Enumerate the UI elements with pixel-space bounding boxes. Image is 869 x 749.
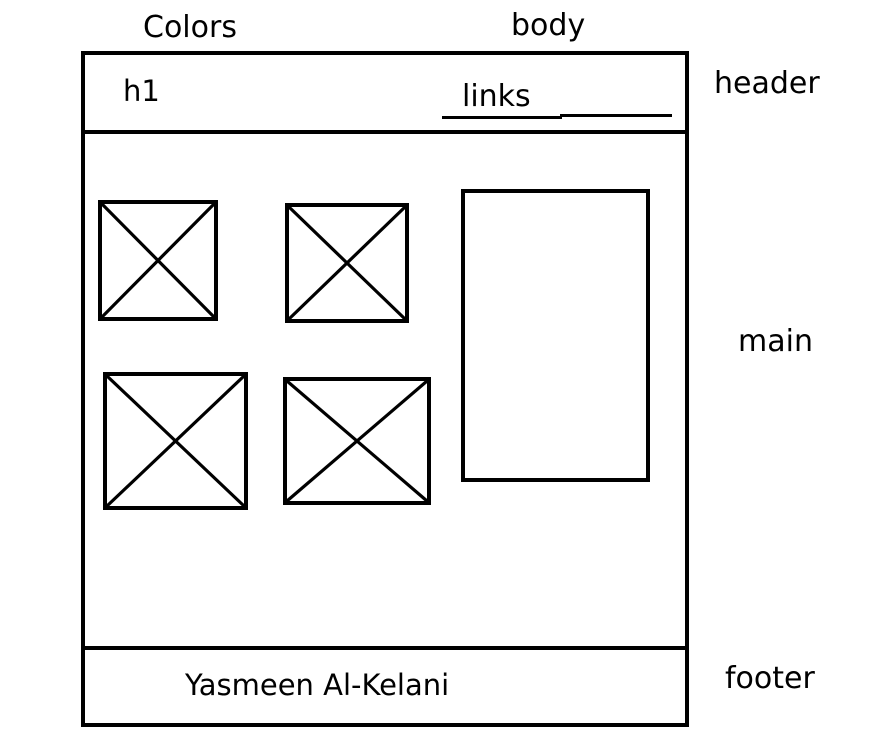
footer-author: Yasmeen Al-Kelani [185,668,450,702]
image-cross-icon [289,207,405,319]
image-placeholder [103,372,248,510]
image-cross-icon [107,376,244,506]
image-placeholder [283,377,431,505]
side-panel-box [461,189,650,482]
footer-divider [81,646,689,650]
header-title: h1 [123,74,160,108]
image-cross-icon [287,381,427,501]
image-cross-icon [102,204,214,317]
header-links-underline [442,116,562,119]
image-placeholder [98,200,218,321]
header-divider [81,130,689,134]
body-annotation: body [511,8,586,43]
header-links-underline-extension [560,114,672,117]
main-annotation: main [738,324,813,359]
page-frame [81,51,689,727]
colors-annotation: Colors [143,10,237,45]
footer-annotation: footer [725,661,815,696]
header-annotation: header [714,66,820,101]
image-placeholder [285,203,409,323]
header-links-label[interactable]: links [462,79,531,114]
